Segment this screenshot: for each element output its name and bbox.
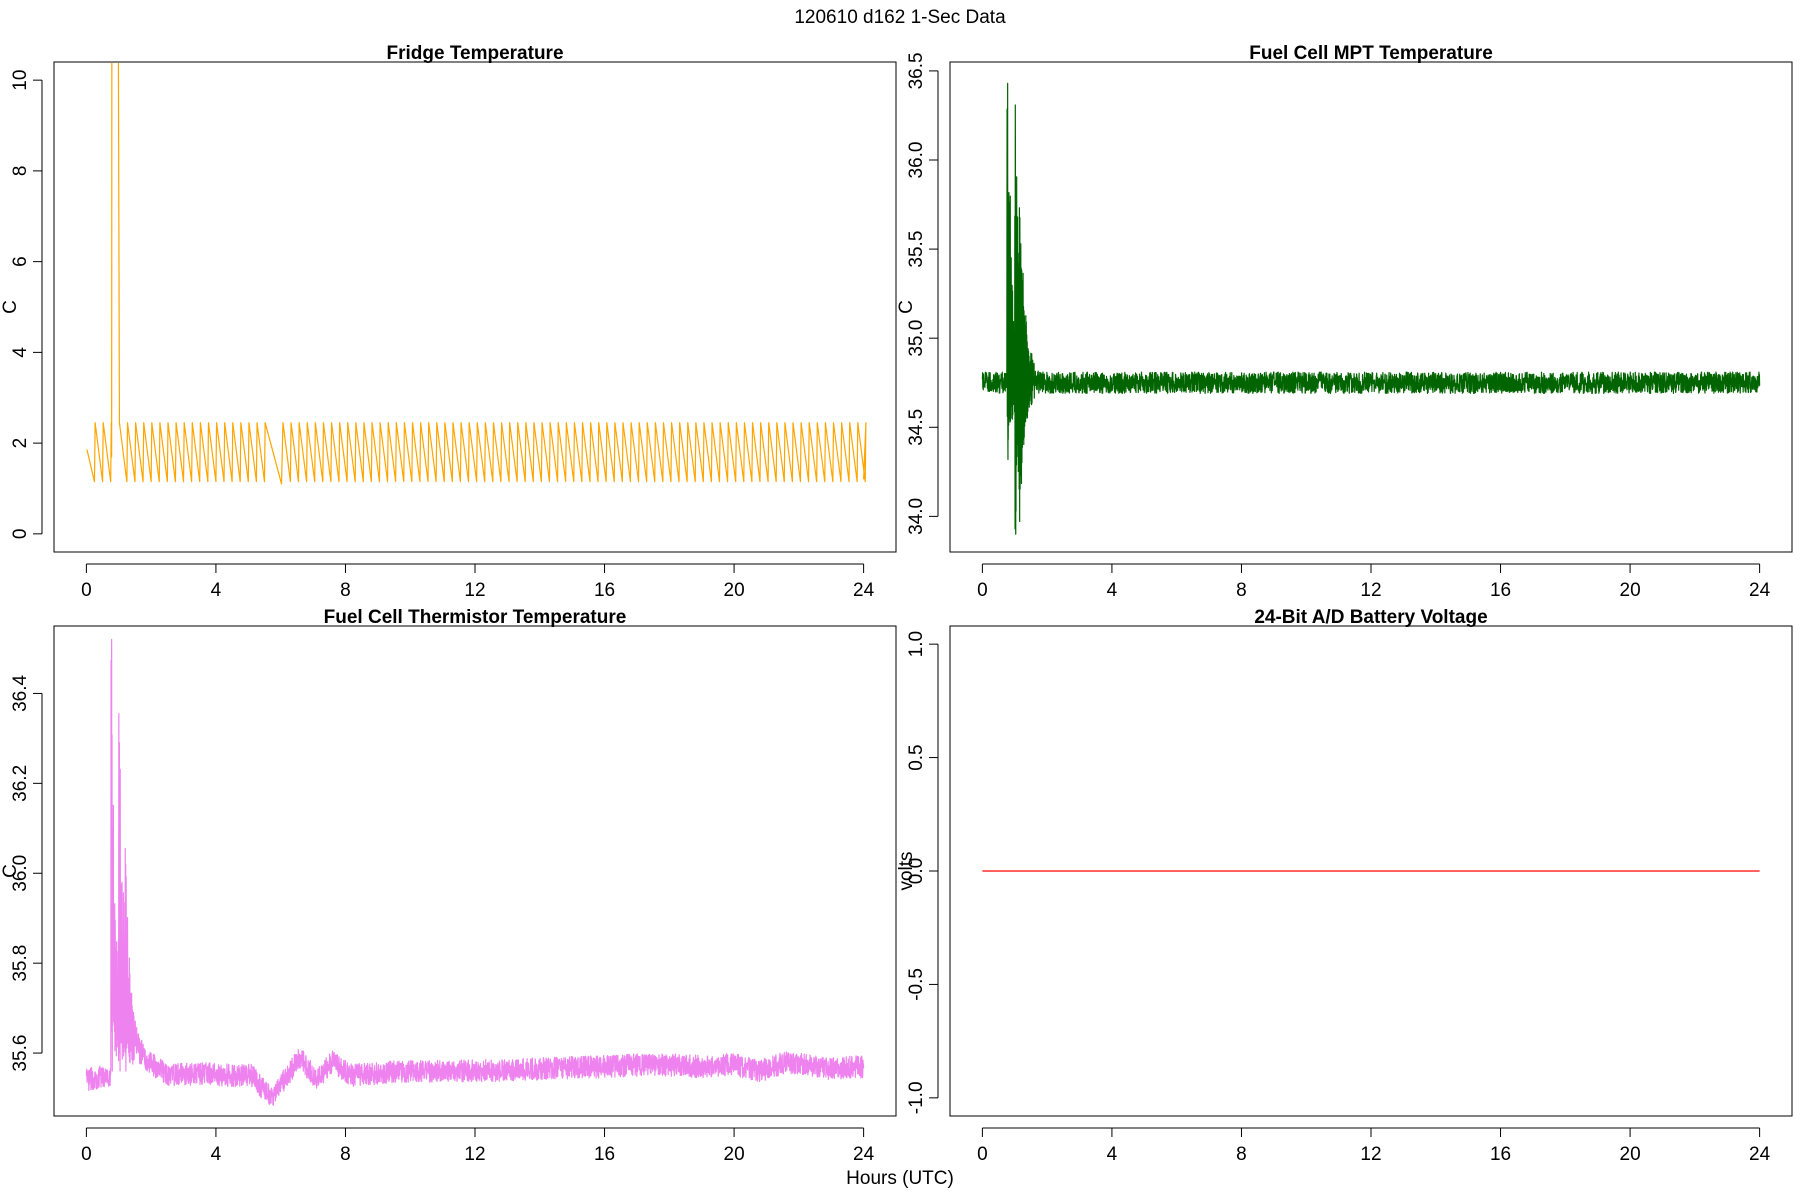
x-tick-label: 24 (1749, 1144, 1771, 1165)
x-tick-label: 0 (81, 1144, 92, 1165)
y-tick-label: 10 (10, 70, 31, 91)
y-tick-label: 1.0 (906, 631, 927, 657)
y-tick-label: 34.0 (906, 498, 927, 535)
x-tick-label: 16 (594, 1144, 615, 1165)
series-line (981, 82, 1761, 535)
y-axis-label: C (896, 300, 917, 314)
panel-title: Fuel Cell MPT Temperature (1249, 43, 1493, 64)
x-tick-label: 16 (1490, 1144, 1511, 1165)
panel-title: Fuel Cell Thermistor Temperature (324, 607, 627, 628)
panel-fuel-cell-thermistor-temperature: Fuel Cell Thermistor Temperature C 0 4 8 12… (0, 607, 897, 1165)
y-tick-label: 36.0 (10, 855, 31, 892)
y-tick-label: 8 (10, 166, 31, 177)
x-tick-label: 8 (340, 1144, 351, 1165)
x-tick-label: 4 (1107, 580, 1118, 601)
x-tick-label: 16 (1490, 580, 1511, 601)
y-tick-label: 35.0 (906, 320, 927, 357)
x-tick-label: 12 (464, 1144, 485, 1165)
x-tick-label: 16 (594, 580, 615, 601)
x-tick-label: 0 (977, 580, 988, 601)
y-tick-label: 0 (10, 529, 31, 540)
plot-frame (949, 61, 1793, 553)
x-tick-label: 24 (1749, 580, 1771, 601)
y-tick-label: 0.5 (906, 744, 927, 770)
figure-x-label: Hours (UTC) (846, 1168, 954, 1189)
y-axis-label: volts (896, 851, 917, 890)
x-tick-label: 8 (1236, 1144, 1247, 1165)
y-tick-label: 36.2 (10, 765, 31, 802)
x-tick-label: 4 (1107, 1144, 1118, 1165)
y-tick-label: 2 (10, 438, 31, 449)
x-tick-label: 20 (1620, 580, 1641, 601)
x-tick-label: 12 (464, 580, 485, 601)
x-tick-label: 20 (724, 580, 745, 601)
y-tick-label: 35.5 (906, 231, 927, 268)
y-tick-label: 4 (10, 347, 31, 358)
x-tick-label: 4 (211, 1144, 222, 1165)
y-axis-label: C (0, 864, 21, 878)
panel-fuel-cell-mpt-temperature: Fuel Cell MPT Temperature C 0 4 8 12 16 20 24 3… (896, 43, 1793, 601)
x-tick-label: 8 (1236, 580, 1247, 601)
plot-frame (53, 625, 897, 1117)
y-tick-label: 35.8 (10, 945, 31, 982)
panel-battery-voltage: 24-Bit A/D Battery Voltage volts 0 4 8 12 16… (896, 607, 1793, 1165)
panel-title: Fridge Temperature (386, 43, 563, 64)
panel-title: 24-Bit A/D Battery Voltage (1254, 607, 1487, 628)
x-tick-label: 24 (853, 580, 875, 601)
y-tick-label: 6 (10, 256, 31, 267)
y-tick-label: -0.5 (906, 968, 927, 1001)
y-tick-label: 36.5 (906, 52, 927, 89)
series-line (85, 638, 865, 1106)
y-tick-label: 36.0 (906, 142, 927, 179)
x-tick-label: 12 (1360, 580, 1381, 601)
x-tick-label: 0 (81, 580, 92, 601)
x-tick-label: 20 (1620, 1144, 1641, 1165)
x-tick-label: 4 (211, 580, 222, 601)
x-tick-label: 24 (853, 1144, 875, 1165)
plot-frame (949, 625, 1793, 1117)
y-tick-label: 0.0 (906, 858, 927, 884)
x-tick-label: 12 (1360, 1144, 1381, 1165)
series-line (86, 63, 867, 485)
y-tick-label: 35.6 (10, 1035, 31, 1072)
y-tick-label: 36.4 (10, 675, 31, 712)
y-tick-label: 34.5 (906, 409, 927, 446)
plot-frame (53, 61, 897, 553)
x-tick-label: 20 (724, 1144, 745, 1165)
x-tick-label: 0 (977, 1144, 988, 1165)
x-tick-label: 8 (340, 580, 351, 601)
y-tick-label: -1.0 (906, 1081, 927, 1114)
figure-title: 120610 d162 1-Sec Data (794, 7, 1006, 28)
y-axis-label: C (0, 300, 21, 314)
